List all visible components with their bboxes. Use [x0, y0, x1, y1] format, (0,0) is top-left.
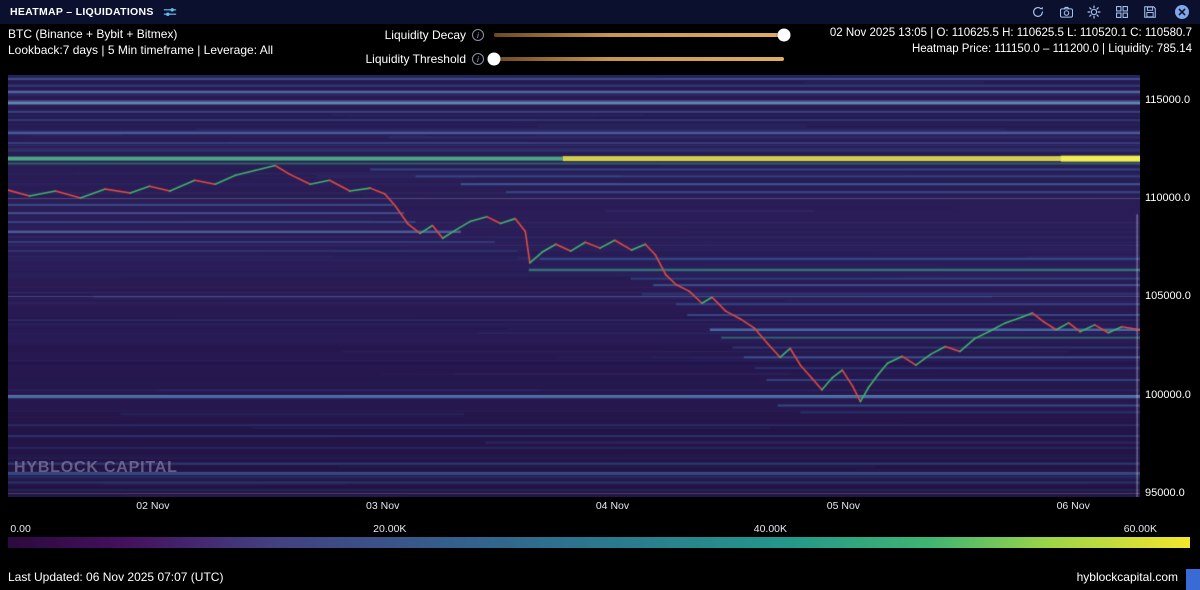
y-axis-label: 95000.0: [1145, 487, 1185, 500]
y-axis: 115000.0 110000.0 105000.0 100000.0 95000.0: [1143, 75, 1199, 500]
titlebar-actions: [1030, 4, 1190, 20]
lookback-settings-label: Lookback:7 days | 5 Min timeframe | Leve…: [8, 43, 274, 57]
settings-gear-icon[interactable]: [1086, 4, 1102, 20]
header: BTC (Binance + Bybit + Bitmex) Lookback:…: [0, 24, 1200, 75]
site-link[interactable]: hyblockcapital.com: [1076, 570, 1178, 584]
footer-bar: Last Updated: 06 Nov 2025 07:07 (UTC) hy…: [0, 566, 1200, 590]
colorbar-label: 40.00K: [753, 523, 788, 535]
close-icon[interactable]: [1174, 4, 1190, 20]
page-title: HEATMAP – LIQUIDATIONS: [10, 6, 154, 18]
x-axis-label: 02 Nov: [136, 500, 170, 512]
colorbar-label: 0.00: [10, 523, 31, 535]
grid-apps-icon[interactable]: [1114, 4, 1130, 20]
info-icon[interactable]: i: [472, 29, 484, 41]
heatmap-price-readout: Heatmap Price: 111150.0 – 111200.0 | Liq…: [911, 43, 1192, 55]
ohlc-readout: 02 Nov 2025 13:05 | O: 110625.5 H: 11062…: [829, 27, 1192, 39]
sliders-block: Liquidity Decay i Liquidity Threshold i: [348, 24, 793, 75]
corner-accent-badge[interactable]: [1186, 569, 1200, 590]
sync-icon[interactable]: [1030, 4, 1046, 20]
colorbar-labels: 0.00 20.00K 40.00K 60.00K: [8, 523, 1190, 536]
liquidation-heatmap-canvas[interactable]: [8, 75, 1140, 497]
colorbar-label: 60.00K: [1123, 523, 1157, 535]
liquidity-threshold-control: Liquidity Threshold i: [348, 51, 793, 67]
sliders-icon[interactable]: [162, 4, 178, 20]
instrument-label: BTC (Binance + Bybit + Bitmex): [8, 27, 178, 41]
titlebar-left: HEATMAP – LIQUIDATIONS: [10, 4, 178, 20]
watermark: HYBLOCK CAPITAL: [14, 459, 178, 476]
liquidity-decay-slider[interactable]: [494, 28, 791, 42]
y-axis-label: 115000.0: [1145, 93, 1191, 106]
y-axis-label: 105000.0: [1145, 290, 1191, 303]
x-axis-label: 03 Nov: [366, 500, 400, 512]
y-axis-label: 100000.0: [1145, 388, 1191, 401]
save-icon[interactable]: [1142, 4, 1158, 20]
colorbar-gradient: [8, 537, 1190, 548]
liquidity-threshold-label: Liquidity Threshold: [365, 52, 466, 66]
colorbar-label: 20.00K: [373, 523, 407, 535]
liquidity-decay-control: Liquidity Decay i: [348, 27, 793, 43]
info-icon[interactable]: i: [472, 53, 484, 65]
camera-icon[interactable]: [1058, 4, 1074, 20]
liquidity-decay-thumb[interactable]: [777, 28, 791, 42]
y-axis-label: 110000.0: [1145, 191, 1191, 204]
liquidity-threshold-slider[interactable]: [487, 52, 784, 66]
x-axis-label: 06 Nov: [1056, 500, 1090, 512]
x-axis-label: 05 Nov: [826, 500, 861, 512]
x-axis-label: 04 Nov: [595, 500, 630, 512]
last-updated-label: Last Updated: 06 Nov 2025 07:07 (UTC): [8, 570, 224, 584]
x-axis: 02 Nov 03 Nov 04 Nov 05 Nov 06 Nov: [8, 498, 1140, 514]
liquidity-decay-label: Liquidity Decay: [384, 28, 466, 42]
liquidity-threshold-thumb[interactable]: [487, 52, 501, 66]
titlebar: HEATMAP – LIQUIDATIONS: [0, 0, 1200, 24]
